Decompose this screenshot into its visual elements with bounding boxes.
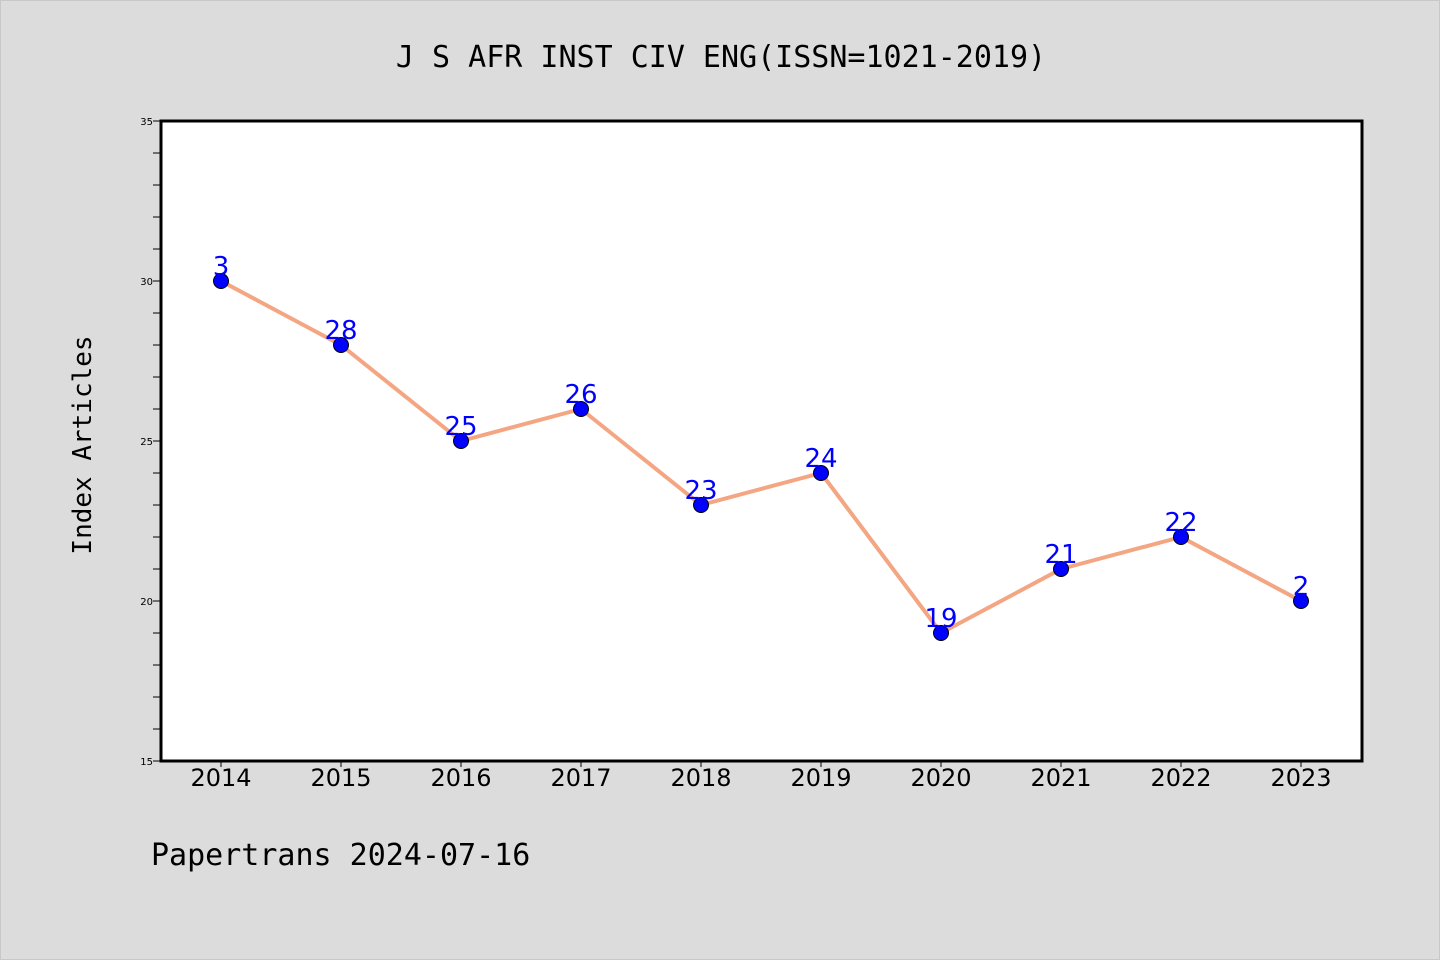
x-tick-label: 2019 — [790, 764, 851, 792]
x-tick-label: 2018 — [670, 764, 731, 792]
x-tick-label: 2023 — [1270, 764, 1331, 792]
data-point — [213, 273, 229, 289]
footer-text: Papertrans 2024-07-16 — [151, 838, 530, 873]
data-point — [453, 433, 469, 449]
plot-area — [159, 119, 1364, 763]
x-tick-label: 2021 — [1030, 764, 1091, 792]
data-point — [693, 497, 709, 513]
data-point — [333, 337, 349, 353]
data-label: 19 — [924, 604, 957, 634]
data-point — [933, 625, 949, 641]
y-tick-label: 20 — [140, 597, 153, 608]
x-tick-label: 2014 — [190, 764, 251, 792]
y-axis: 15 20 25 30 35 — [140, 117, 161, 768]
data-point — [573, 401, 589, 417]
data-label: 21 — [1044, 540, 1077, 570]
data-point — [1173, 529, 1189, 545]
data-label: 3 — [213, 252, 230, 282]
y-axis-label: Index Articles — [68, 335, 98, 554]
data-point — [1293, 593, 1309, 609]
x-tick-label: 2015 — [310, 764, 371, 792]
x-tick-label: 2017 — [550, 764, 611, 792]
data-label: 25 — [444, 412, 477, 442]
data-point — [1053, 561, 1069, 577]
x-tick-label: 2016 — [430, 764, 491, 792]
data-label: 28 — [324, 316, 357, 346]
data-label: 2 — [1293, 572, 1310, 602]
x-axis: 2014 2015 2016 2017 2018 2019 2020 2021 2022 2023 — [190, 761, 1332, 792]
x-tick-label: 2020 — [910, 764, 971, 792]
data-label: 22 — [1164, 508, 1197, 538]
y-tick-label: 35 — [140, 117, 153, 128]
y-tick-label: 15 — [140, 757, 153, 768]
data-point — [813, 465, 829, 481]
series-line — [219, 279, 1303, 635]
x-tick-label: 2022 — [1150, 764, 1211, 792]
data-label: 24 — [804, 444, 837, 474]
y-tick-label: 30 — [140, 277, 153, 288]
chart-title: J S AFR INST CIV ENG(ISSN=1021-2019) — [396, 40, 1046, 75]
data-label: 26 — [564, 380, 597, 410]
data-label: 23 — [684, 476, 717, 506]
y-tick-label: 25 — [140, 437, 153, 448]
